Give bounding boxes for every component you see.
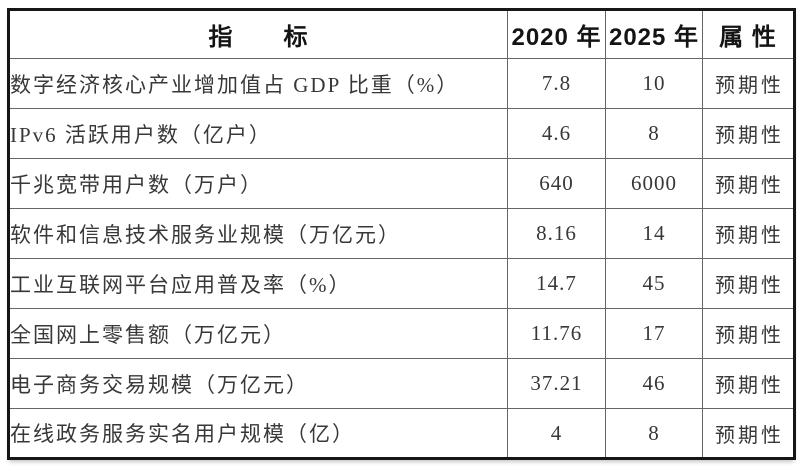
attribute-cell: 预期性 bbox=[702, 208, 795, 259]
attribute-cell: 预期性 bbox=[702, 408, 795, 459]
value-2025-cell: 8 bbox=[605, 408, 703, 459]
value-2020-cell: 7.8 bbox=[507, 58, 606, 109]
value-2020-cell: 37.21 bbox=[507, 358, 606, 409]
column-header-indicator: 指 标 bbox=[8, 9, 508, 59]
value-2020-cell: 14.7 bbox=[507, 258, 606, 309]
column-header-2020: 2020 年 bbox=[507, 9, 606, 59]
indicator-cell: 软件和信息技术服务业规模（万亿元） bbox=[8, 208, 508, 259]
indicator-cell: 在线政务服务实名用户规模（亿） bbox=[8, 408, 508, 459]
header-row: 指 标 2020 年 2025 年 属 性 bbox=[8, 9, 795, 59]
indicator-cell: 电子商务交易规模（万亿元） bbox=[8, 358, 508, 409]
attribute-cell: 预期性 bbox=[702, 358, 795, 409]
value-2025-cell: 6000 bbox=[605, 158, 703, 209]
table-row: 工业互联网平台应用普及率（%） 14.7 45 预期性 bbox=[8, 258, 795, 309]
table-row: 全国网上零售额（万亿元） 11.76 17 预期性 bbox=[8, 308, 795, 359]
table-row: 在线政务服务实名用户规模（亿） 4 8 预期性 bbox=[8, 408, 795, 459]
indicator-cell: 数字经济核心产业增加值占 GDP 比重（%） bbox=[8, 58, 508, 109]
value-2020-cell: 4 bbox=[507, 408, 606, 459]
value-2025-cell: 46 bbox=[605, 358, 703, 409]
table-row: 软件和信息技术服务业规模（万亿元） 8.16 14 预期性 bbox=[8, 208, 795, 259]
attribute-cell: 预期性 bbox=[702, 158, 795, 209]
table-row: 电子商务交易规模（万亿元） 37.21 46 预期性 bbox=[8, 358, 795, 409]
table-row: IPv6 活跃用户数（亿户） 4.6 8 预期性 bbox=[8, 108, 795, 159]
table-body: 数字经济核心产业增加值占 GDP 比重（%） 7.8 10 预期性 IPv6 活跃用户数… bbox=[8, 58, 795, 459]
table-row: 千兆宽带用户数（万户） 640 6000 预期性 bbox=[8, 158, 795, 209]
value-2025-cell: 45 bbox=[605, 258, 703, 309]
indicator-cell: IPv6 活跃用户数（亿户） bbox=[8, 108, 508, 159]
value-2020-cell: 8.16 bbox=[507, 208, 606, 259]
column-header-attribute: 属 性 bbox=[702, 9, 795, 59]
value-2025-cell: 10 bbox=[605, 58, 703, 109]
indicator-cell: 千兆宽带用户数（万户） bbox=[8, 158, 508, 209]
attribute-cell: 预期性 bbox=[702, 108, 795, 159]
value-2020-cell: 11.76 bbox=[507, 308, 606, 359]
value-2025-cell: 8 bbox=[605, 108, 703, 159]
value-2020-cell: 4.6 bbox=[507, 108, 606, 159]
attribute-cell: 预期性 bbox=[702, 258, 795, 309]
attribute-cell: 预期性 bbox=[702, 58, 795, 109]
indicator-cell: 工业互联网平台应用普及率（%） bbox=[8, 258, 508, 309]
attribute-cell: 预期性 bbox=[702, 308, 795, 359]
column-header-2025: 2025 年 bbox=[605, 9, 703, 59]
value-2020-cell: 640 bbox=[507, 158, 606, 209]
table-row: 数字经济核心产业增加值占 GDP 比重（%） 7.8 10 预期性 bbox=[8, 58, 795, 109]
value-2025-cell: 17 bbox=[605, 308, 703, 359]
value-2025-cell: 14 bbox=[605, 208, 703, 259]
indicators-table: 指 标 2020 年 2025 年 属 性 数字经济核心产业增加值占 GDP 比… bbox=[7, 8, 796, 460]
indicator-cell: 全国网上零售额（万亿元） bbox=[8, 308, 508, 359]
